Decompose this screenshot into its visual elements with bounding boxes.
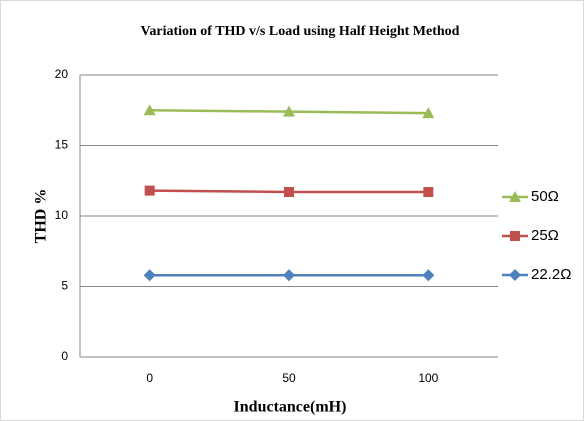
data-point — [283, 269, 295, 282]
data-point — [144, 185, 155, 196]
y-axis-label: THD % — [33, 189, 50, 244]
y-tick-label: 5 — [61, 279, 68, 293]
legend-label: 25Ω — [531, 227, 559, 244]
data-point — [423, 187, 434, 198]
x-axis-label: Inductance(mH) — [234, 399, 347, 416]
y-tick-label: 10 — [55, 208, 69, 222]
data-point — [422, 269, 435, 282]
x-tick-label: 50 — [282, 371, 296, 385]
y-tick-label: 15 — [55, 138, 69, 152]
legend-marker — [509, 269, 521, 281]
x-tick-label: 100 — [418, 371, 438, 385]
legend-label: 22.2Ω — [531, 266, 571, 283]
data-point — [284, 187, 294, 198]
legend-marker — [509, 191, 521, 202]
chart-title: Variation of THD v/s Load using Half Hei… — [141, 24, 460, 39]
x-tick-label: 0 — [146, 371, 153, 385]
data-point — [283, 105, 295, 117]
data-point — [143, 104, 156, 116]
y-tick-label: 0 — [61, 349, 68, 363]
legend-label: 50Ω — [531, 188, 559, 205]
y-tick-label: 20 — [55, 67, 69, 81]
legend-marker — [510, 231, 520, 241]
data-point — [143, 269, 156, 282]
data-point — [422, 107, 435, 119]
